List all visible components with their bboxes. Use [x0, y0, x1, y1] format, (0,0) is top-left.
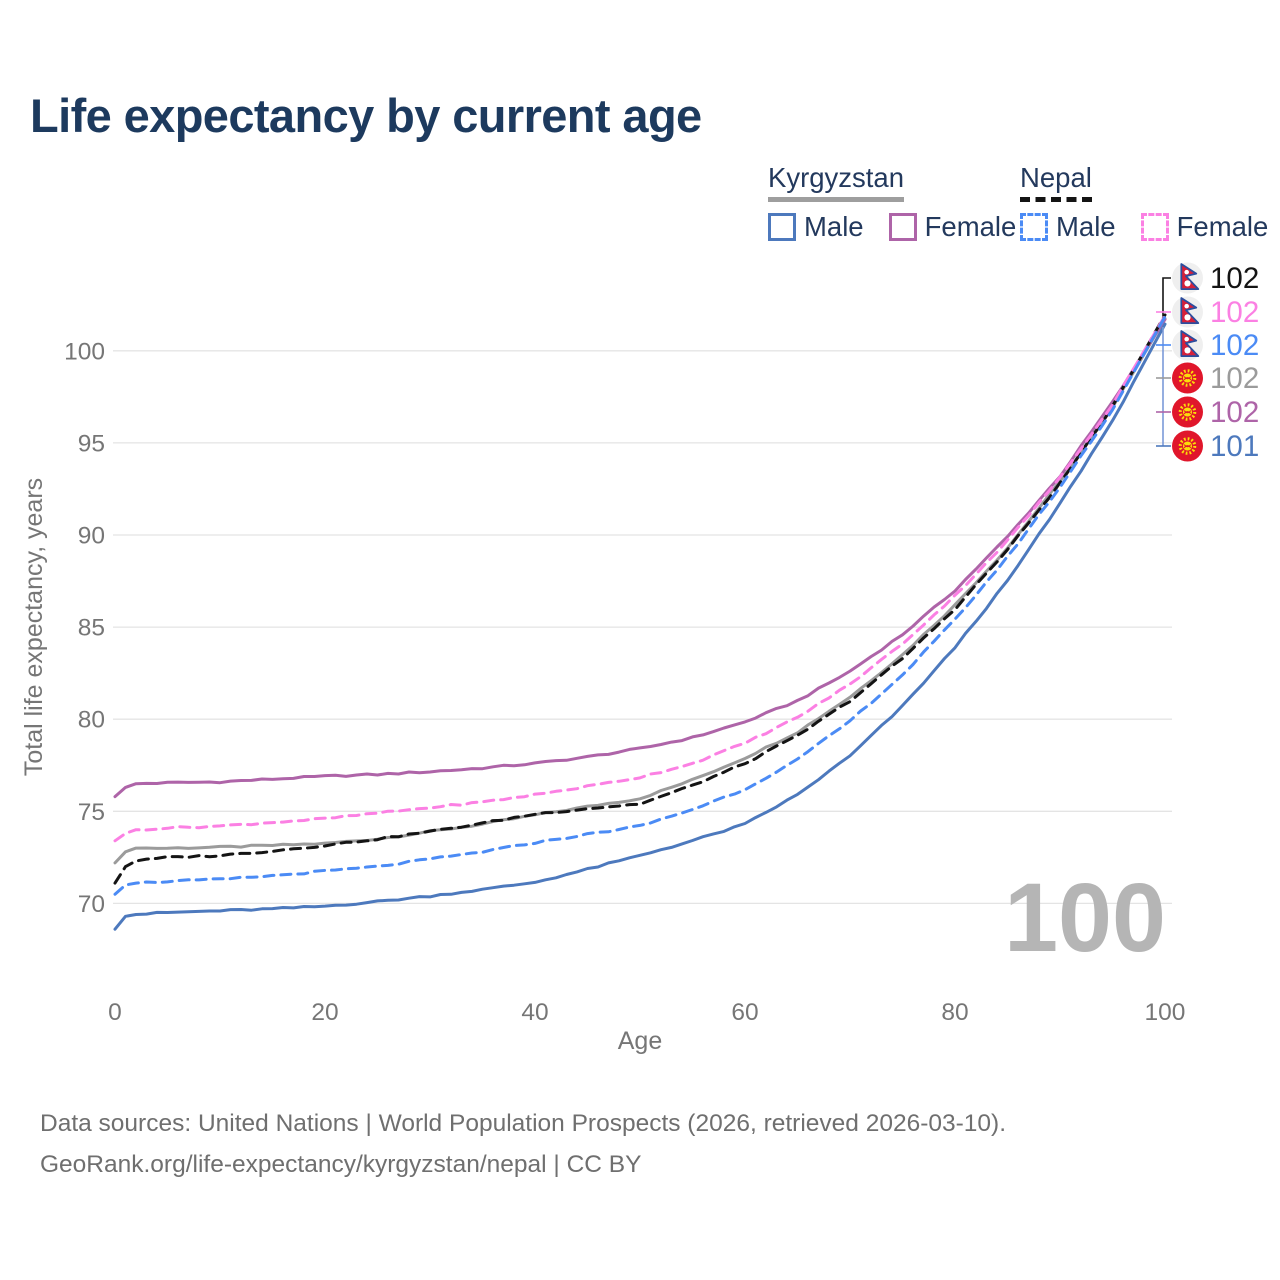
end-value-nepal-male: 102 — [1210, 329, 1259, 362]
y-tick-85: 85 — [78, 615, 105, 642]
x-tick-80: 80 — [941, 999, 968, 1026]
legend-item-nepal-male[interactable]: Male — [1020, 211, 1116, 243]
legend-item-kyrgyzstan-male[interactable]: Male — [768, 211, 864, 243]
x-tick-100: 100 — [1145, 999, 1186, 1026]
kyrgyzstan-male-swatch-icon — [768, 213, 796, 241]
legend-items-kyrgyzstan: Male Female — [768, 211, 1016, 243]
nepal-flag-icon — [1172, 296, 1203, 328]
kyrgyzstan-female-swatch-icon — [888, 213, 917, 241]
x-axis-title: Age — [618, 1027, 662, 1055]
nepal-female-swatch-icon — [1140, 213, 1169, 241]
end-value-kyrgyzstan-male: 101 — [1210, 430, 1259, 463]
gridlines — [113, 350, 1172, 905]
y-tick-100: 100 — [64, 338, 105, 365]
y-tick-70: 70 — [78, 891, 105, 918]
x-tick-60: 60 — [731, 999, 758, 1026]
y-axis-tick-labels: 70 75 80 85 90 95 100 — [64, 338, 105, 918]
legend-label: Male — [804, 211, 864, 242]
kyrgyzstan-flag-icon — [1172, 430, 1203, 462]
y-tick-90: 90 — [78, 523, 105, 550]
series-line-nepal-total — [113, 313, 1167, 885]
nepal-flag-icon — [1172, 262, 1203, 294]
series-line-nepal-female — [113, 314, 1167, 843]
kyrgyzstan-flag-icon — [1172, 396, 1203, 428]
series-line-kyrgyzstan-male — [113, 322, 1167, 931]
legend-items-nepal: Male Female — [1020, 211, 1268, 243]
legend-country-nepal: Nepal — [1020, 162, 1092, 202]
series-line-kyrgyzstan-female — [113, 318, 1167, 799]
legend-group-kyrgyzstan: Kyrgyzstan Male Female — [768, 162, 1016, 243]
legend-item-nepal-female[interactable]: Female — [1140, 211, 1269, 243]
chart-title: Life expectancy by current age — [30, 89, 702, 142]
series-line-kyrgyzstan-total — [113, 317, 1167, 865]
watermark-age-100: 100 — [1004, 863, 1166, 972]
end-value-nepal-total: 102 — [1210, 262, 1259, 295]
y-tick-75: 75 — [78, 799, 105, 826]
kyrgyzstan-flag-icon — [1172, 362, 1203, 394]
x-axis-tick-labels: 0 20 40 60 80 100 — [108, 999, 1185, 1026]
series-lines — [113, 313, 1167, 931]
series-line-nepal-male — [113, 315, 1167, 896]
legend-group-nepal: Nepal Male Female — [1020, 162, 1268, 243]
x-tick-0: 0 — [108, 999, 122, 1026]
end-value-kyrgyzstan-female: 102 — [1210, 396, 1259, 429]
x-tick-40: 40 — [521, 999, 548, 1026]
legend-label: Female — [1176, 211, 1269, 242]
end-label-leader-lines — [1156, 277, 1171, 447]
legend-label: Female — [924, 211, 1017, 242]
nepal-flag-icon — [1172, 329, 1203, 361]
legend-country-kyrgyzstan: Kyrgyzstan — [768, 162, 905, 202]
leader-nepal-total — [1162, 277, 1171, 316]
end-label-flags — [1172, 262, 1203, 462]
y-tick-95: 95 — [78, 430, 105, 457]
nepal-male-swatch-icon — [1020, 213, 1048, 241]
legend-label: Male — [1056, 211, 1116, 242]
footer-data-sources: Data sources: United Nations | World Pop… — [40, 1110, 1007, 1137]
end-value-kyrgyzstan-total: 102 — [1210, 362, 1259, 395]
x-tick-20: 20 — [311, 999, 338, 1026]
y-tick-80: 80 — [78, 707, 105, 734]
footer-attribution-link[interactable]: GeoRank.org/life-expectancy/kyrgyzstan/n… — [40, 1151, 642, 1178]
legend-item-kyrgyzstan-female[interactable]: Female — [888, 211, 1017, 243]
y-axis-title: Total life expectancy, years — [20, 478, 48, 776]
end-value-nepal-female: 102 — [1210, 296, 1259, 329]
